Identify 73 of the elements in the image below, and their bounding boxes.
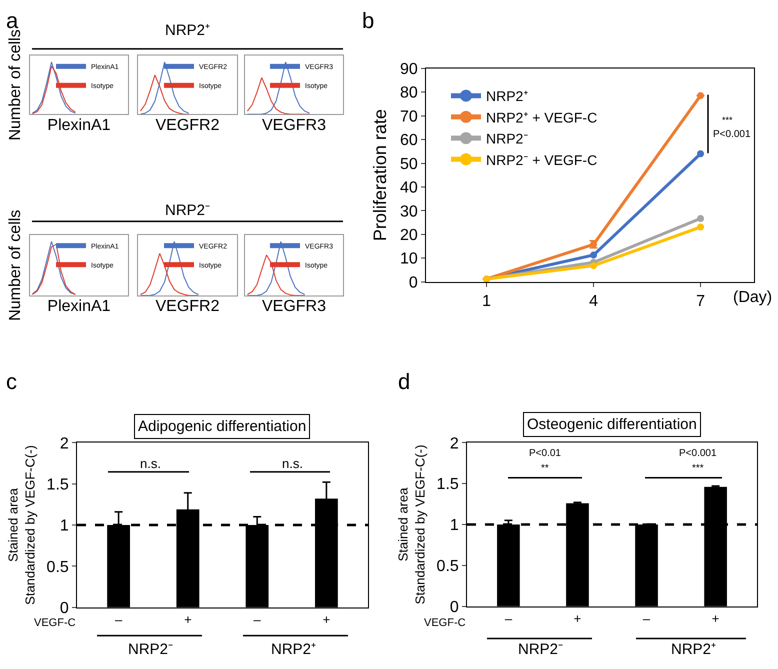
y-tick-label: 80: [400, 84, 418, 102]
x-tick-label: –: [642, 610, 651, 626]
y-tick-label: 0.5: [46, 558, 69, 576]
x-tick-label: 4: [589, 293, 598, 310]
y-tick-label: 70: [400, 108, 418, 126]
legend-label: NRP2⁺: [486, 88, 528, 104]
x-tick-label: –: [114, 612, 123, 627]
x-tick-label: –: [504, 610, 513, 626]
y-tick-label: 0: [408, 274, 418, 292]
x-tick-label: –: [254, 612, 262, 627]
text: c: [6, 369, 17, 394]
x-axis-title: PlexinA1: [47, 116, 111, 134]
point: [590, 252, 598, 259]
legend-label: NRP2⁺ + VEGF-C: [486, 109, 598, 126]
y-tick-label: 2: [450, 435, 459, 452]
annotation: n.s.: [282, 456, 303, 471]
annotation: P<0.001: [679, 448, 717, 459]
y-axis-title: Proliferation rate: [370, 109, 390, 242]
x-tick-label: +: [712, 610, 720, 626]
annotation: n.s.: [140, 456, 161, 471]
text: NRP2⁻: [518, 641, 564, 658]
annotation: **: [541, 463, 549, 474]
y-axis-title: Stained area Standardized by VEGF-C(-): [6, 445, 38, 605]
y-tick-label: 1.5: [436, 476, 459, 494]
text: NRP2⁺: [671, 641, 716, 658]
y-tick-label: 0: [60, 600, 69, 617]
y-tick-label: 0: [450, 598, 459, 616]
y-tick-label: 40: [400, 180, 418, 197]
x-axis-title: VEGFR2: [155, 298, 220, 316]
y-axis-title: Number of cells: [6, 210, 24, 321]
y-tick-label: 60: [400, 132, 418, 150]
text: NRP2⁺: [271, 641, 316, 658]
point: [697, 215, 704, 222]
annotation: P<0.01: [529, 448, 562, 459]
y-tick-label: 30: [400, 203, 418, 220]
point: [590, 262, 598, 270]
x-axis-title: (Day): [733, 289, 772, 306]
x-axis-title: VEGFR3: [262, 298, 326, 316]
text: d: [398, 369, 410, 394]
y-tick-label: 2: [60, 435, 69, 452]
y-axis-title: Stained area Standardized by VEGF-C(-): [396, 444, 428, 604]
chart-title: Osteogenic differentiation: [527, 416, 697, 433]
text: b: [362, 8, 374, 33]
text: NRP2⁻: [128, 641, 174, 658]
x-axis-title: PlexinA1: [47, 298, 111, 316]
text: NRP2⁺: [165, 22, 210, 39]
y-tick-label: 1.5: [46, 476, 69, 494]
y-tick-label: 1: [450, 517, 459, 534]
point: [697, 150, 704, 158]
annotation: ***: [692, 463, 704, 474]
legend-label: NRP2⁻: [486, 130, 528, 147]
y-tick-label: 20: [400, 227, 418, 244]
text: VEGF-C: [424, 617, 466, 629]
y-tick-label: 0.5: [436, 558, 459, 576]
y-tick-label: 50: [400, 156, 418, 173]
x-tick-label: +: [322, 612, 330, 627]
x-tick-label: +: [184, 612, 192, 627]
legend-label: NRP2⁻ + VEGF-C: [486, 152, 598, 168]
y-tick-label: 90: [400, 61, 418, 78]
x-axis-title: VEGFR3: [262, 116, 326, 134]
x-axis-title: VEGFR2: [155, 116, 220, 134]
point: [697, 224, 704, 231]
annotation: P<0.001: [713, 129, 751, 140]
x-tick-label: 7: [696, 293, 706, 310]
y-tick-label: 10: [400, 250, 418, 268]
x-tick-label: 1: [482, 293, 492, 310]
annotation: ***: [722, 115, 734, 125]
point: [697, 92, 704, 100]
chart-title: Adipogenic differentiation: [138, 418, 306, 435]
text: VEGF-C: [34, 617, 76, 629]
y-tick-label: 1: [60, 518, 69, 535]
text: NRP2⁻: [165, 202, 210, 219]
x-tick-label: +: [574, 610, 582, 626]
